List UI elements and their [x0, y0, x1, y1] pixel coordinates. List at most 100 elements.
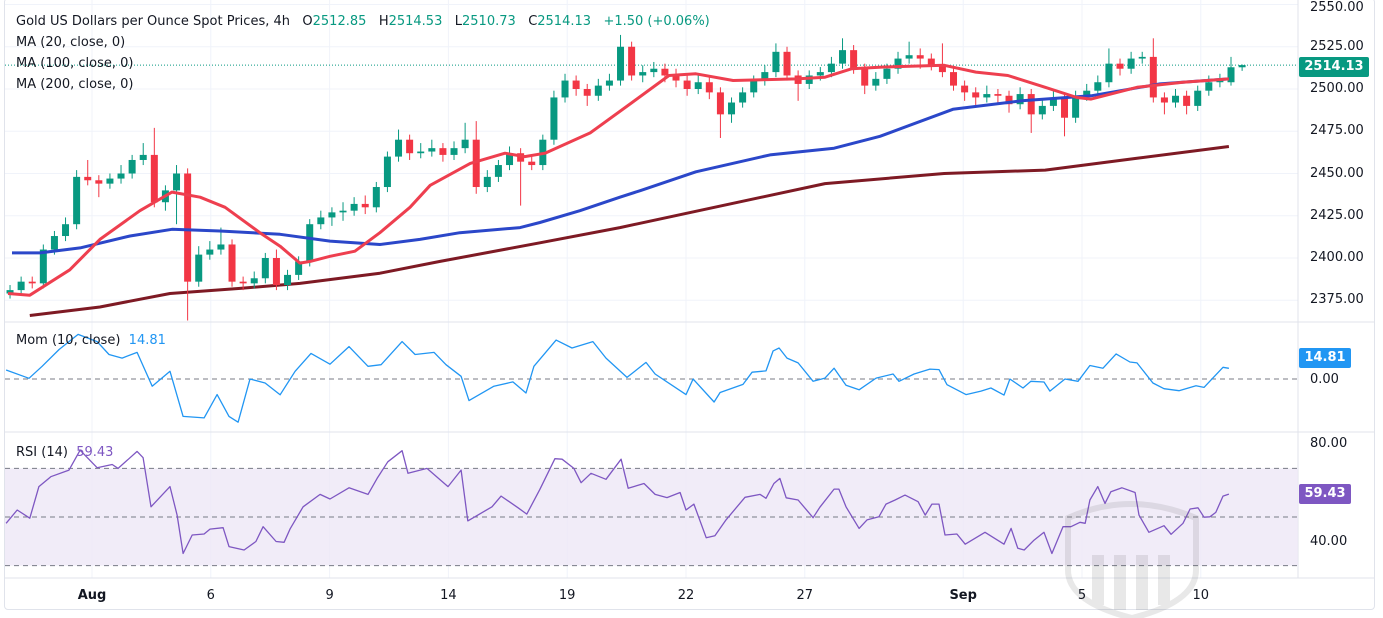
candle-body: [284, 274, 292, 286]
chart-header: Gold US Dollars per Ounce Spot Prices, 4…: [16, 14, 710, 29]
time-axis-label: Aug: [77, 588, 107, 603]
candle-body: [594, 85, 602, 96]
candle-body: [783, 51, 791, 76]
candle-body: [117, 173, 125, 179]
change-value: +1.50 (+0.06%): [603, 14, 710, 29]
candle-body: [805, 75, 813, 84]
candle-body: [339, 210, 347, 213]
candle-body: [1227, 67, 1235, 83]
price-axis-label: 2500.00: [1310, 81, 1364, 96]
candle-body: [950, 72, 958, 86]
candle-body: [372, 187, 380, 208]
legend-ma100[interactable]: MA (100, close, 0): [16, 56, 134, 71]
time-axis-label: 9: [325, 588, 334, 603]
ma200-layer: [29, 145, 1230, 317]
candle-body: [894, 58, 902, 69]
legend-momentum[interactable]: Mom (10, close) 14.81: [16, 333, 166, 348]
rsi-line: [5, 449, 1230, 555]
candle-body: [617, 46, 625, 81]
candle-body: [861, 68, 869, 86]
ma100-line: [12, 77, 1230, 255]
candles-layer: [6, 34, 1246, 321]
candle-body: [1183, 95, 1191, 106]
candle-body: [1105, 63, 1113, 83]
candle-body: [839, 50, 847, 64]
candle-body: [1172, 95, 1180, 103]
candle-body: [972, 92, 980, 98]
time-axis-label: Sep: [949, 588, 977, 603]
time-axis-label: 10: [1192, 588, 1210, 603]
symbol-title: Gold US Dollars per Ounce Spot Prices, 4…: [16, 14, 290, 29]
candle-body: [1194, 90, 1202, 106]
close-value: 2514.13: [537, 14, 592, 29]
time-axis-label: 27: [796, 588, 814, 603]
candle-body: [1049, 97, 1057, 106]
rsi-value-tag: 59.43: [1299, 484, 1351, 504]
candle-body: [39, 249, 47, 284]
candle-body: [406, 139, 414, 154]
candle-body: [483, 176, 491, 188]
candle-body: [272, 258, 280, 286]
ma20-layer: [7, 63, 1230, 297]
low-label: L: [454, 14, 463, 29]
candle-body: [84, 176, 92, 181]
candle-body: [572, 80, 580, 89]
candle-body: [228, 244, 236, 282]
candle-body: [1083, 90, 1091, 96]
candle-body: [1238, 65, 1246, 68]
candle-body: [850, 50, 858, 69]
candle-body: [306, 224, 314, 262]
high-label: H: [378, 14, 389, 29]
candle-body: [383, 156, 391, 188]
candle-body: [1072, 95, 1080, 118]
candle-body: [728, 102, 736, 115]
momentum-line: [5, 333, 1230, 423]
mom-label: Mom (10, close): [16, 333, 121, 348]
low-value: 2510.73: [462, 14, 516, 29]
ma20-line: [7, 63, 1230, 297]
candle-body: [439, 148, 447, 155]
candle-body: [705, 82, 713, 93]
price-axis-label: 2375.00: [1310, 292, 1364, 308]
candle-body: [417, 151, 425, 154]
momentum-layer: [5, 333, 1230, 423]
candle-body: [605, 80, 613, 86]
rsi-value: 59.43: [76, 445, 114, 460]
candle-body: [1149, 56, 1157, 98]
mom-axis-zero: 0.00: [1310, 372, 1339, 387]
candle-body: [961, 85, 969, 93]
candle-body: [173, 173, 181, 191]
candle-body: [694, 82, 702, 89]
candle-body: [361, 203, 369, 208]
candle-body: [816, 72, 824, 76]
candle-body: [983, 94, 991, 98]
candle-body: [1216, 80, 1224, 83]
candle-body: [716, 92, 724, 115]
open-value: 2512.85: [312, 14, 367, 29]
candle-body: [184, 173, 192, 282]
candle-body: [150, 154, 158, 203]
candle-body: [6, 290, 14, 294]
time-axis-label: 22: [677, 588, 695, 603]
legend-ma200[interactable]: MA (200, close, 0): [16, 77, 134, 92]
candle-body: [872, 78, 880, 86]
price-axis-label: 2525.00: [1310, 38, 1364, 54]
candle-body: [672, 75, 680, 81]
legend-ma20[interactable]: MA (20, close, 0): [16, 35, 126, 50]
candle-body: [17, 281, 25, 291]
candle-body: [517, 153, 525, 162]
candle-body: [750, 80, 758, 93]
legend-rsi[interactable]: RSI (14) 59.43: [16, 445, 113, 460]
candle-body: [28, 281, 36, 284]
candle-body: [217, 244, 225, 250]
candle-body: [206, 249, 214, 255]
rsi-axis-80: 80.00: [1310, 436, 1348, 451]
candle-body: [938, 65, 946, 73]
candle-body: [1205, 82, 1213, 91]
close-label: C: [528, 14, 538, 29]
rsi-label: RSI (14): [16, 445, 68, 460]
price-axis-label: 2450.00: [1310, 165, 1364, 181]
candle-body: [761, 72, 769, 81]
candle-body: [494, 165, 502, 177]
